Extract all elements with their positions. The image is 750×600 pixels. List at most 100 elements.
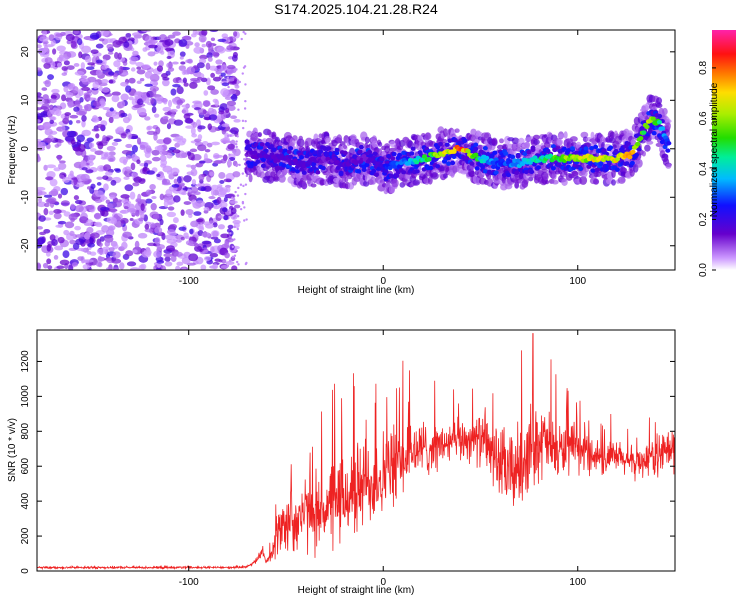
heatmap-cell	[450, 160, 456, 166]
heatmap-cell	[226, 100, 237, 107]
heatmap-cell	[263, 148, 269, 153]
heatmap-cell	[124, 205, 129, 210]
heatmap-cell	[81, 119, 86, 128]
heatmap-cell	[207, 123, 212, 131]
heatmap-cell	[48, 34, 55, 42]
heatmap-cell	[229, 200, 238, 204]
heatmap-cell	[183, 175, 192, 183]
heatmap-cell	[163, 116, 169, 120]
heatmap-cell	[131, 153, 138, 161]
heatmap-cell	[473, 142, 479, 147]
heatmap-cell	[575, 141, 582, 150]
heatmap-cell	[37, 107, 43, 111]
heatmap-cell	[183, 82, 189, 87]
heatmap-cell	[127, 113, 132, 121]
heatmap-cell	[144, 116, 151, 121]
heatmap-cell	[182, 107, 189, 115]
heatmap-cell	[510, 154, 516, 160]
heatmap-cell	[192, 121, 197, 128]
heatmap-cell	[135, 91, 144, 96]
heatmap-cell	[231, 255, 235, 259]
heatmap-cell	[127, 131, 132, 140]
heatmap-cell	[158, 34, 168, 42]
heatmap-cell	[369, 176, 377, 185]
heatmap-cell	[121, 241, 128, 250]
heatmap-cell	[172, 31, 181, 36]
heatmap-cell	[166, 170, 173, 175]
heatmap-cell	[62, 176, 70, 183]
heatmap-cell	[195, 200, 206, 208]
heatmap-cell	[43, 44, 49, 53]
heatmap-cell	[202, 249, 209, 254]
heatmap-cell	[212, 51, 220, 58]
heatmap-cell	[556, 138, 564, 146]
heatmap-cell	[148, 39, 158, 44]
heatmap-cell	[259, 142, 265, 147]
heatmap-cell	[168, 231, 177, 237]
heatmap-cell	[662, 107, 668, 116]
heatmap-cell	[39, 231, 46, 236]
heatmap-cell	[198, 160, 206, 164]
heatmap-cell	[176, 99, 183, 106]
heatmap-cell	[344, 176, 349, 183]
heatmap-cell	[629, 160, 635, 166]
heatmap-cell	[126, 261, 137, 267]
heatmap-cell	[530, 145, 536, 151]
heatmap-cell	[103, 183, 109, 191]
heatmap-cell	[219, 201, 228, 209]
heatmap-cell	[46, 164, 57, 169]
heatmap-cell	[290, 167, 296, 172]
heatmap-cell	[142, 166, 148, 172]
y-tick-label: 20	[20, 46, 31, 58]
heatmap-cell	[99, 98, 106, 106]
heatmap-cell	[123, 176, 130, 180]
heatmap-cell	[240, 37, 243, 41]
heatmap-cell	[61, 66, 69, 71]
y-tick-label: 1200	[20, 350, 31, 373]
heatmap-cell	[227, 165, 231, 168]
heatmap-cell	[88, 142, 95, 149]
heatmap-cell	[74, 71, 85, 76]
heatmap-cell	[101, 78, 109, 84]
heatmap-cell	[128, 96, 134, 101]
heatmap-cell	[231, 245, 235, 249]
heatmap-cell	[627, 154, 633, 160]
heatmap-cell	[38, 215, 46, 222]
heatmap-cell	[156, 65, 164, 72]
heatmap-cell	[61, 72, 68, 76]
x-tick-label: 0	[380, 577, 386, 588]
heatmap-cell	[151, 195, 157, 200]
heatmap-cell	[124, 184, 134, 192]
heatmap-cell	[159, 218, 164, 226]
heatmap-cell	[212, 230, 219, 238]
heatmap-cell	[190, 168, 198, 177]
heatmap-cell	[665, 163, 672, 169]
heatmap-cell	[301, 180, 307, 190]
heatmap-cell	[561, 178, 568, 187]
y-tick-label: -10	[20, 190, 31, 205]
heatmap-cell	[119, 199, 129, 203]
heatmap-cell	[94, 190, 105, 198]
heatmap-cell	[229, 232, 232, 235]
heatmap-cell	[198, 173, 205, 181]
heatmap-cell	[135, 209, 140, 217]
heatmap-cell	[139, 77, 145, 82]
heatmap-cell	[318, 149, 324, 154]
heatmap-cell	[57, 220, 67, 225]
heatmap-cell	[217, 224, 225, 230]
heatmap-cell	[237, 186, 240, 190]
heatmap-cell	[142, 64, 151, 69]
heatmap-cell	[83, 232, 91, 240]
heatmap-cell	[397, 152, 403, 158]
heatmap-cell	[109, 207, 117, 213]
heatmap-cell	[334, 147, 340, 153]
heatmap-cell	[130, 267, 140, 270]
heatmap-cell	[550, 166, 556, 171]
heatmap-cell	[120, 209, 127, 214]
heatmap-cell	[229, 134, 232, 137]
heatmap-cell	[37, 262, 42, 270]
heatmap-cell	[201, 30, 208, 37]
heatmap-cell	[237, 108, 240, 111]
heatmap-cell	[115, 127, 125, 134]
heatmap-cell	[72, 242, 80, 250]
